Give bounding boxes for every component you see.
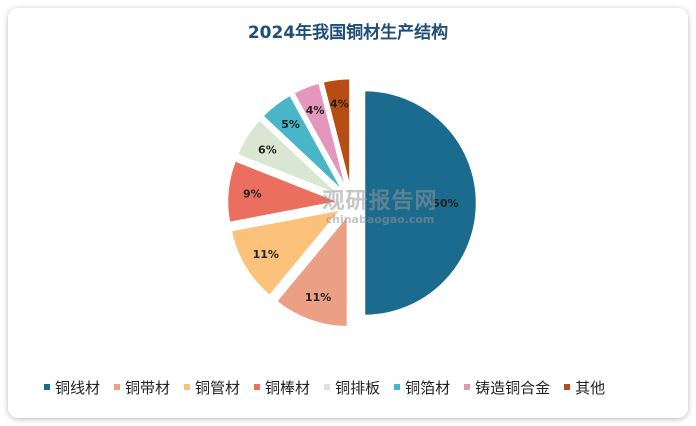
legend-item: 铜棒材 <box>254 377 310 398</box>
slice-value-label: 6% <box>258 143 277 156</box>
legend-swatch <box>44 384 50 390</box>
slice-value-label: 5% <box>281 118 300 131</box>
legend-item: 铜箔材 <box>394 377 450 398</box>
pie-slice-5 <box>235 117 343 198</box>
legend-item: 铜带材 <box>114 377 170 398</box>
legend-swatch <box>324 384 331 390</box>
legend-swatch <box>114 384 121 390</box>
legend-label: 铜排板 <box>335 378 381 397</box>
legend-item: 铜排板 <box>324 377 380 398</box>
chart-title: 2024年我国铜材生产结构 <box>247 23 449 43</box>
legend-label: 铜箔材 <box>405 378 451 397</box>
legend-label: 其他 <box>575 378 606 397</box>
legend-swatch <box>184 384 191 390</box>
slice-value-label: 9% <box>243 188 262 201</box>
pie-slice-1 <box>362 88 479 318</box>
pie-slice-7 <box>291 80 349 193</box>
legend-swatch <box>394 384 401 390</box>
slice-value-label: 4% <box>306 104 325 117</box>
pie-slice-4 <box>225 158 345 225</box>
pie-slice-8 <box>320 76 352 192</box>
slice-value-label: 11% <box>305 291 331 304</box>
legend-label: 铜带材 <box>125 378 171 397</box>
legend-label: 铜管材 <box>195 378 241 397</box>
legend-item: 其他 <box>564 377 605 398</box>
legend-swatch <box>564 384 571 390</box>
legend-label: 铸造铜合金 <box>475 378 551 397</box>
legend-label: 铜线材 <box>55 378 101 397</box>
pie-slice-6 <box>260 92 346 195</box>
chart-legend: 铜线材 铜带材 铜管材 铜棒材 铜排板 铜箔材 铸造铜合金 其他 <box>44 376 605 398</box>
legend-item: 铜管材 <box>184 377 240 398</box>
pie-slice-3 <box>229 207 345 298</box>
legend-swatch <box>254 384 261 390</box>
pie-slice-2 <box>274 210 350 329</box>
slice-value-label: 11% <box>253 248 279 261</box>
legend-label: 铜棒材 <box>265 378 311 397</box>
legend-item: 铜线材 <box>44 377 100 398</box>
slice-value-label: 4% <box>330 98 349 111</box>
legend-swatch <box>464 384 471 390</box>
slice-value-label: 50% <box>432 197 458 210</box>
legend-item: 铸造铜合金 <box>464 377 550 398</box>
